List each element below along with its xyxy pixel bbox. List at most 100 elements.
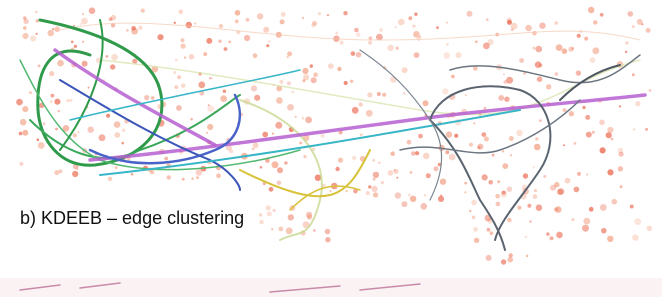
airport-dot [473, 122, 475, 124]
airport-dot [496, 202, 501, 207]
airport-dot [66, 99, 69, 102]
airport-dot [507, 20, 512, 25]
airport-dot [220, 95, 227, 102]
airport-dot [583, 218, 590, 225]
airport-dot [131, 26, 136, 31]
airport-dot [533, 47, 536, 50]
airport-dot [311, 23, 316, 28]
airport-dot [71, 41, 74, 44]
airport-dot [483, 43, 490, 50]
airport-dot [150, 170, 155, 175]
airport-dot [257, 13, 263, 19]
airport-dot [52, 28, 54, 30]
airport-dot [533, 166, 535, 168]
airport-dot [486, 255, 492, 261]
airport-dot [206, 132, 208, 134]
airport-dot [228, 41, 231, 44]
airport-dot [267, 211, 272, 216]
airport-dot [418, 134, 423, 139]
airport-dot [475, 40, 478, 43]
airport-dot [477, 144, 483, 150]
airport-dot [344, 81, 348, 85]
airport-dot [571, 218, 574, 221]
airport-dot [360, 133, 363, 136]
airport-dot [606, 132, 612, 138]
airport-dot [335, 32, 338, 35]
airport-dot [23, 16, 26, 19]
airport-dot [367, 92, 372, 97]
airport-dot [482, 174, 488, 180]
airport-dot [174, 85, 178, 89]
airport-dot [373, 192, 378, 197]
airport-dot [196, 169, 203, 176]
airport-dot [526, 255, 529, 258]
airport-dot [189, 54, 195, 60]
airport-dot [620, 185, 623, 188]
airport-dot [295, 116, 297, 118]
airport-dot [114, 132, 120, 138]
airport-dot [492, 154, 495, 157]
airport-dot [176, 105, 182, 111]
airport-dot [414, 13, 417, 16]
airport-dot [246, 18, 250, 22]
airport-dot [325, 229, 331, 235]
airport-dot [376, 34, 383, 41]
airport-dot [390, 151, 395, 156]
airport-dot [223, 90, 226, 93]
airport-dot [550, 185, 556, 191]
airport-dot [407, 140, 412, 145]
airport-dot [503, 73, 505, 75]
airport-dot [82, 61, 88, 67]
airport-dot [634, 218, 641, 225]
airport-dot [517, 206, 521, 210]
airport-dot [474, 238, 479, 243]
airport-dot [209, 77, 211, 79]
airport-dot [287, 56, 289, 58]
airport-dot [141, 9, 145, 13]
airport-dot [565, 178, 571, 184]
airport-dot [535, 137, 538, 140]
airport-dot [394, 169, 399, 174]
airport-dot [481, 132, 486, 137]
airport-dot [36, 33, 38, 35]
airport-dot [167, 175, 171, 179]
airport-dot [484, 137, 489, 142]
airport-dot [516, 130, 522, 136]
airport-dot [302, 17, 304, 19]
airport-dot [368, 41, 372, 45]
airport-dot [287, 81, 291, 85]
airport-dot [175, 59, 178, 62]
airport-dot [539, 23, 545, 29]
airport-dot [408, 194, 411, 197]
airport-dot [182, 178, 185, 181]
airport-dot [607, 236, 613, 242]
airport-dot [632, 25, 635, 28]
airport-dot [186, 22, 192, 28]
airport-dot [532, 31, 537, 36]
airport-dot [82, 41, 84, 43]
airport-dot [184, 57, 186, 59]
airport-dot [263, 27, 269, 33]
airport-dot [473, 66, 478, 71]
airport-dot [268, 40, 270, 42]
airport-dot [387, 45, 393, 51]
airport-dot [271, 228, 273, 230]
airport-dot [251, 85, 257, 91]
airport-dot [382, 93, 386, 97]
airport-dot [38, 65, 41, 68]
airport-dot [108, 177, 113, 182]
airport-dot [273, 209, 276, 212]
airport-dot [647, 226, 652, 231]
airport-dot [235, 20, 239, 24]
airport-dot [504, 97, 509, 102]
airport-dot [194, 22, 196, 24]
airport-dot [607, 127, 613, 133]
airport-dot [30, 35, 36, 41]
airport-dot [278, 227, 283, 232]
airport-dot [378, 161, 381, 164]
airport-dot [157, 34, 163, 40]
airport-dot [77, 131, 79, 133]
airport-dot [299, 142, 302, 145]
airport-dot [612, 199, 618, 205]
airport-dot [628, 11, 634, 17]
